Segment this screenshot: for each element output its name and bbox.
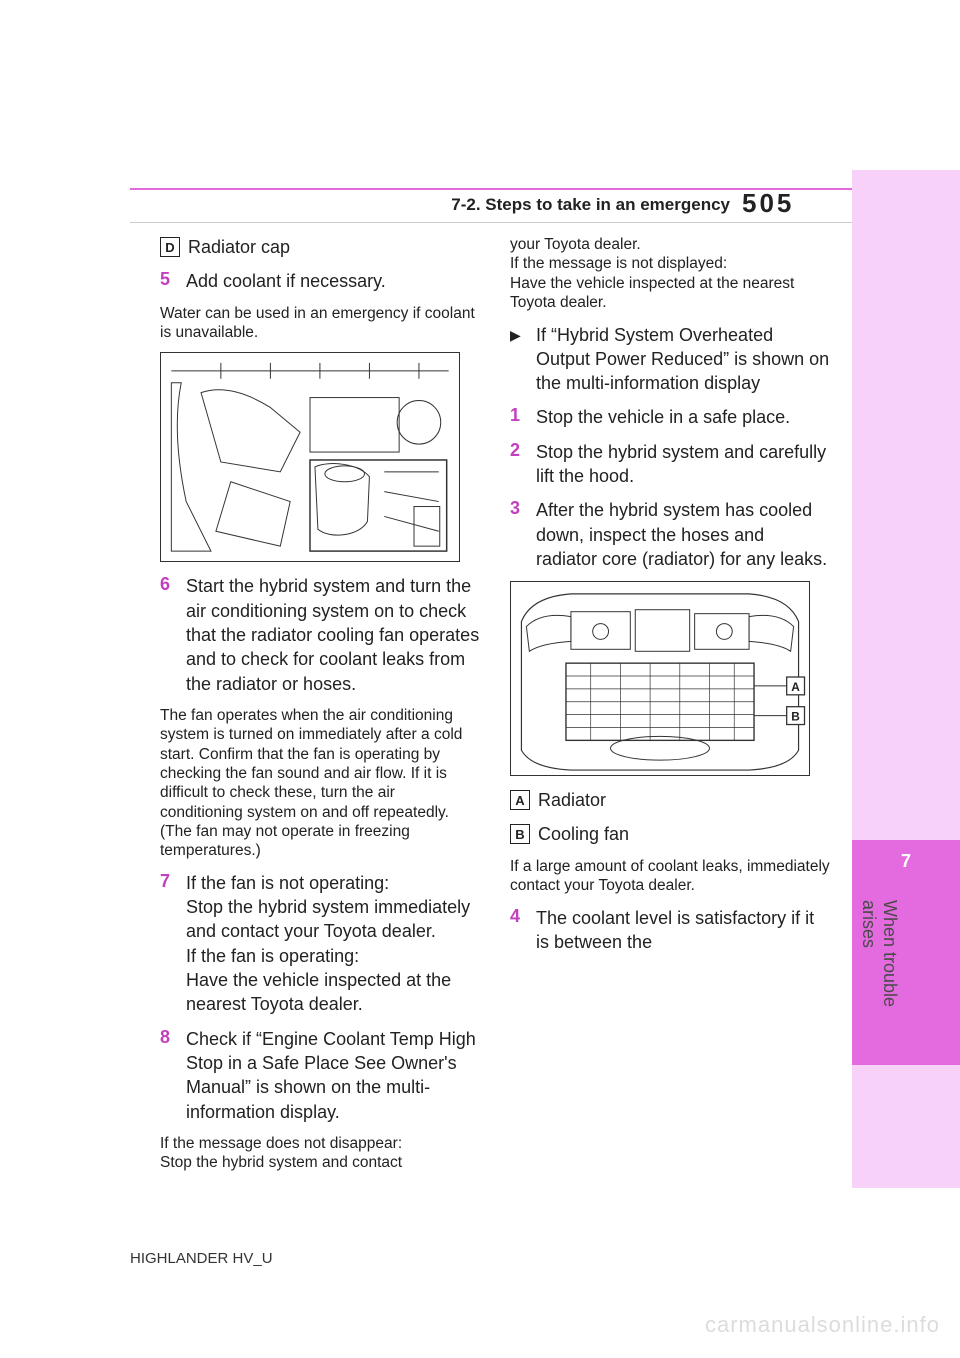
callout-text: Radiator	[538, 788, 606, 812]
note-step6: The fan operates when the air conditioni…	[160, 706, 480, 861]
step-number: 8	[160, 1027, 186, 1124]
step-number: 6	[160, 574, 186, 695]
condition-text: If “Hybrid System Overheated Output Powe…	[536, 323, 830, 396]
section-title: 7-2. Steps to take in an emergency	[300, 195, 730, 215]
callout-A: A Radiator	[510, 788, 830, 812]
step-number: 1	[510, 405, 536, 429]
callout-box: D	[160, 237, 180, 257]
engine-bay-diagram-icon: A B	[511, 582, 809, 775]
left-column: D Radiator cap 5 Add coolant if necessar…	[160, 235, 480, 1183]
side-tab-highlight	[852, 840, 960, 1065]
triangle-bullet-icon: ▶	[510, 323, 536, 396]
step-8: 8 Check if “Engine Coolant Temp High Sto…	[160, 1027, 480, 1124]
step-5: 5 Add coolant if necessary.	[160, 269, 480, 293]
figure-engine-bay: A B	[510, 581, 810, 776]
step-number: 7	[160, 871, 186, 1017]
note-step8: If the message does not disappear: Stop …	[160, 1134, 480, 1173]
reservoir-diagram-icon	[161, 353, 459, 561]
step-number: 5	[160, 269, 186, 293]
step-text: After the hybrid system has cooled down,…	[536, 498, 830, 571]
step-text: Start the hybrid system and turn the air…	[186, 574, 480, 695]
model-code: HIGHLANDER HV_U	[130, 1250, 273, 1267]
step-number: 4	[510, 906, 536, 955]
step-2: 2 Stop the hybrid system and carefully l…	[510, 440, 830, 489]
chapter-number: 7	[852, 851, 960, 872]
step-number: 2	[510, 440, 536, 489]
callout-box: B	[510, 824, 530, 844]
step-text: Stop the hybrid system and carefully lif…	[536, 440, 830, 489]
continuation-text: your Toyota dealer. If the message is no…	[510, 235, 830, 313]
step-text: Stop the vehicle in a safe place.	[536, 405, 790, 429]
svg-text:B: B	[791, 710, 800, 724]
step-number: 3	[510, 498, 536, 571]
callout-text: Cooling fan	[538, 822, 629, 846]
watermark: carmanualsonline.info	[705, 1312, 940, 1338]
note-step5: Water can be used in an emergency if coo…	[160, 304, 480, 343]
step-7: 7 If the fan is not operating: Stop the …	[160, 871, 480, 1017]
note-coolant-leak: If a large amount of coolant leaks, imme…	[510, 857, 830, 896]
step-1: 1 Stop the vehicle in a safe place.	[510, 405, 830, 429]
condition-hybrid-overheat: ▶ If “Hybrid System Overheated Output Po…	[510, 323, 830, 396]
callout-D: D Radiator cap	[160, 235, 480, 259]
step-text: The coolant level is satisfactory if it …	[536, 906, 830, 955]
callout-box: A	[510, 790, 530, 810]
right-column: your Toyota dealer. If the message is no…	[510, 235, 830, 964]
step-3: 3 After the hybrid system has cooled dow…	[510, 498, 830, 571]
step-text: Check if “Engine Coolant Temp High Stop …	[186, 1027, 480, 1124]
figure-coolant-reservoir	[160, 352, 460, 562]
chapter-label: When trouble arises	[880, 900, 900, 1060]
callout-text: Radiator cap	[188, 235, 290, 259]
svg-text:A: A	[791, 680, 800, 694]
manual-page: 7 When trouble arises 7-2. Steps to take…	[0, 0, 960, 1358]
page-number: 505	[742, 188, 794, 219]
header-rule-thin	[130, 222, 852, 223]
step-6: 6 Start the hybrid system and turn the a…	[160, 574, 480, 695]
step-text: If the fan is not operating: Stop the hy…	[186, 871, 480, 1017]
step-text: Add coolant if necessary.	[186, 269, 386, 293]
step-4: 4 The coolant level is satisfactory if i…	[510, 906, 830, 955]
callout-B: B Cooling fan	[510, 822, 830, 846]
